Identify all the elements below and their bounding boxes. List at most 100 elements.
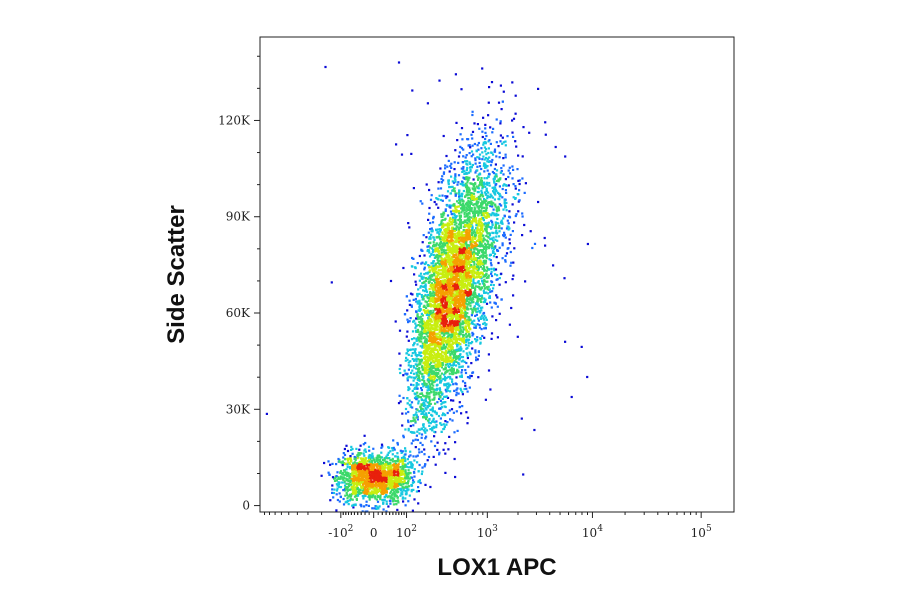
data-point — [451, 332, 454, 336]
data-point — [380, 492, 383, 495]
data-point — [457, 349, 460, 352]
data-point — [408, 494, 411, 497]
data-point — [420, 360, 423, 363]
data-point — [425, 183, 428, 186]
data-point — [440, 251, 443, 254]
data-point — [392, 476, 396, 479]
data-point — [504, 189, 507, 192]
data-point — [424, 323, 427, 326]
data-point — [429, 369, 432, 372]
data-point — [338, 492, 341, 495]
data-point — [342, 456, 345, 459]
data-point — [422, 332, 426, 335]
data-point — [446, 385, 449, 389]
data-point — [386, 473, 389, 476]
data-point — [341, 476, 344, 479]
data-point — [376, 495, 380, 498]
data-point — [402, 396, 405, 400]
data-point — [397, 491, 400, 494]
data-point — [458, 307, 462, 310]
data-point — [477, 224, 480, 227]
data-point — [434, 264, 437, 267]
data-point — [455, 371, 458, 374]
data-point — [491, 158, 494, 162]
data-point — [439, 375, 442, 379]
data-point — [477, 195, 480, 198]
data-point — [487, 274, 490, 277]
data-point — [448, 186, 451, 189]
data-point — [428, 401, 431, 404]
data-point — [358, 453, 361, 456]
data-point — [480, 309, 483, 312]
data-point — [353, 455, 356, 459]
data-point — [489, 205, 492, 208]
data-point — [429, 266, 432, 269]
data-point — [416, 415, 419, 418]
data-point — [461, 339, 464, 342]
data-point — [452, 216, 455, 219]
data-point — [473, 271, 476, 274]
data-point — [411, 330, 415, 333]
data-point — [482, 311, 486, 315]
data-point — [482, 219, 485, 222]
data-point — [354, 482, 357, 485]
data-point — [475, 313, 478, 316]
data-point — [480, 314, 484, 317]
data-point — [376, 459, 379, 462]
data-point — [418, 320, 421, 323]
data-point — [356, 493, 359, 496]
data-point — [490, 243, 493, 246]
data-point — [377, 485, 380, 488]
data-point — [507, 175, 510, 179]
data-point — [487, 236, 490, 239]
data-point — [447, 263, 451, 266]
data-point — [474, 309, 477, 312]
data-point — [419, 345, 422, 348]
data-point — [476, 156, 479, 159]
data-point — [456, 200, 459, 203]
data-point — [373, 507, 376, 510]
data-point — [436, 366, 440, 369]
data-point — [369, 477, 372, 480]
data-point — [442, 448, 445, 451]
data-point — [350, 483, 353, 486]
data-point — [447, 234, 450, 237]
data-point — [428, 399, 432, 402]
data-point — [494, 183, 497, 187]
data-point — [336, 484, 339, 487]
data-point — [410, 371, 413, 374]
data-point — [383, 489, 386, 492]
data-point — [447, 357, 450, 360]
data-point — [489, 126, 492, 129]
data-point — [432, 304, 435, 307]
data-point — [418, 305, 421, 309]
data-point — [461, 405, 464, 408]
data-point — [439, 269, 442, 272]
data-point — [487, 225, 490, 228]
data-point — [368, 449, 371, 452]
data-point — [370, 492, 373, 495]
data-point — [406, 487, 409, 490]
data-point — [464, 257, 467, 261]
data-point — [471, 226, 474, 229]
data-point — [399, 449, 402, 452]
data-point — [504, 156, 507, 159]
data-point — [404, 428, 407, 431]
data-point — [448, 204, 451, 207]
data-point — [432, 236, 435, 239]
data-point — [486, 165, 489, 168]
data-point — [483, 297, 486, 300]
data-point — [489, 164, 493, 167]
data-point — [466, 422, 469, 425]
data-point — [438, 346, 441, 349]
data-point — [378, 496, 381, 499]
data-point — [341, 477, 344, 480]
data-point — [474, 159, 477, 162]
data-point — [346, 489, 349, 492]
data-point — [415, 490, 418, 493]
data-point — [470, 208, 473, 211]
data-point — [469, 162, 472, 165]
data-point — [368, 471, 371, 474]
data-point — [374, 497, 377, 500]
data-point — [363, 454, 366, 457]
